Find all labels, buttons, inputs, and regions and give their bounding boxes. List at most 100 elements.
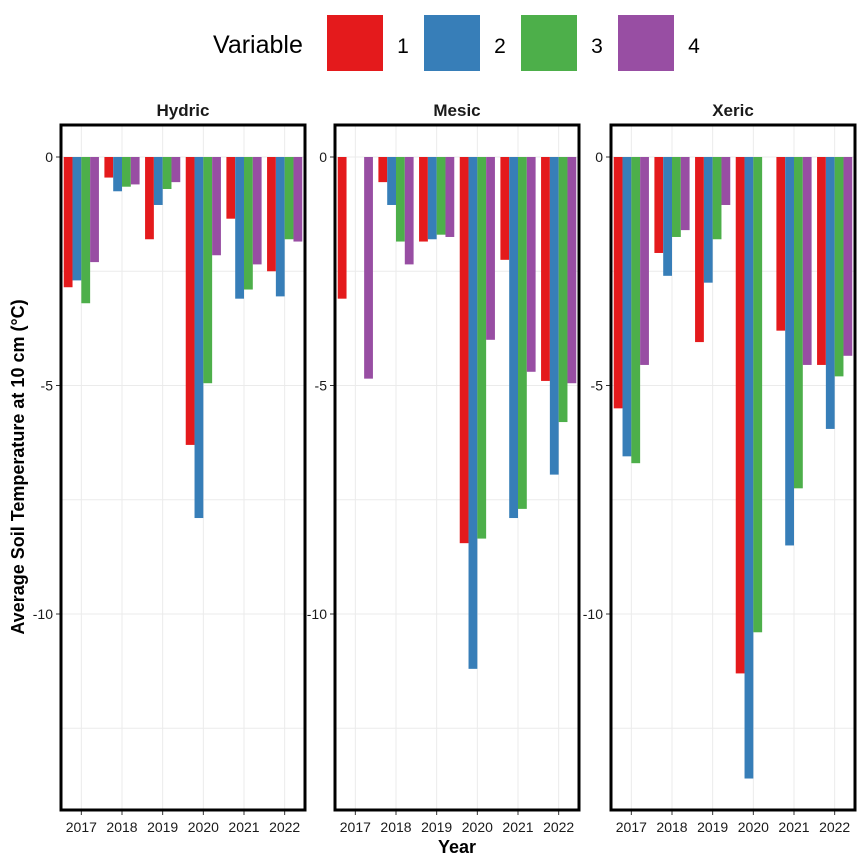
facet-mesic: Mesic 0 -5 -10 2017 2018 2019 2020 2021 2022 <box>307 101 581 835</box>
bar-mesic-2017-var4 <box>364 157 373 379</box>
panel-border <box>59 123 307 812</box>
bar-mesic-2021-var4 <box>526 157 536 372</box>
bar-hydric-2021-var3 <box>244 157 253 290</box>
legend-swatch-3 <box>521 15 577 71</box>
x-tick-label: 2017 <box>616 819 647 835</box>
bar-xeric-2017-var3 <box>631 157 641 464</box>
facet-title: Xeric <box>712 101 754 120</box>
bar-xeric-2021-var2 <box>785 157 794 546</box>
legend-label-3: 3 <box>591 35 603 58</box>
bar-mesic-2018-var2 <box>387 157 396 205</box>
bar-xeric-2021-var3 <box>794 157 803 489</box>
panel-border <box>333 123 581 812</box>
bar-hydric-2018-var1 <box>104 157 114 178</box>
x-axis-title: Year <box>438 837 476 857</box>
bar-mesic-2019-var2 <box>427 157 437 240</box>
bar-hydric-2021-var1 <box>226 157 236 219</box>
x-tick-label: 2021 <box>228 819 259 835</box>
x-tick-label: 2018 <box>656 819 687 835</box>
legend-label-1: 1 <box>397 35 409 58</box>
bar-mesic-2022-var4 <box>567 157 577 384</box>
bar-hydric-2017-var4 <box>90 157 99 263</box>
bar-mesic-2019-var4 <box>445 157 455 237</box>
y-tick-label: -10 <box>33 606 53 622</box>
bar-hydric-2017-var1 <box>63 157 73 288</box>
facet-hydric: Hydric 0 -5 -10 2017 2018 2019 2020 2021 2022 <box>33 101 307 835</box>
bar-xeric-2018-var4 <box>680 157 690 231</box>
x-tick-label: 2020 <box>462 819 493 835</box>
bar-xeric-2022-var1 <box>817 157 826 365</box>
bar-hydric-2020-var4 <box>212 157 221 256</box>
bar-hydric-2019-var2 <box>153 157 163 205</box>
bar-mesic-2020-var1 <box>459 157 469 544</box>
bar-xeric-2020-var3 <box>753 157 763 633</box>
bar-xeric-2017-var1 <box>613 157 623 409</box>
bar-mesic-2020-var3 <box>477 157 487 539</box>
bar-hydric-2021-var4 <box>252 157 262 265</box>
bar-mesic-2021-var3 <box>518 157 527 509</box>
bar-hydric-2020-var1 <box>185 157 195 445</box>
x-tick-label: 2017 <box>340 819 371 835</box>
legend: Variable 1 2 3 4 <box>213 15 700 71</box>
x-tick-label: 2019 <box>147 819 178 835</box>
bar-mesic-2019-var1 <box>419 157 428 242</box>
x-tick-label: 2020 <box>188 819 219 835</box>
bar-mesic-2022-var1 <box>541 157 550 381</box>
bar-xeric-2022-var2 <box>825 157 835 429</box>
legend-title: Variable <box>213 31 303 59</box>
bar-mesic-2018-var4 <box>404 157 414 265</box>
bar-xeric-2018-var1 <box>654 157 664 253</box>
bar-hydric-2019-var4 <box>171 157 181 183</box>
facet-title: Hydric <box>157 101 210 120</box>
bar-mesic-2021-var2 <box>509 157 518 519</box>
bar-hydric-2020-var2 <box>194 157 204 519</box>
bar-mesic-2018-var1 <box>378 157 388 183</box>
bar-xeric-2020-var2 <box>744 157 754 779</box>
bar-hydric-2018-var3 <box>122 157 131 187</box>
bar-hydric-2021-var2 <box>235 157 244 299</box>
y-tick-label: 0 <box>595 149 603 165</box>
x-tick-label: 2019 <box>421 819 452 835</box>
x-tick-label: 2022 <box>269 819 300 835</box>
legend-swatch-4 <box>618 15 674 71</box>
bar-xeric-2019-var2 <box>703 157 713 283</box>
bar-mesic-2022-var2 <box>549 157 559 475</box>
x-tick-label: 2022 <box>819 819 850 835</box>
y-tick-label: -5 <box>41 378 54 394</box>
x-tick-label: 2018 <box>106 819 137 835</box>
x-tick-label: 2022 <box>543 819 574 835</box>
facet-xeric: Xeric 0 -5 -10 2017 2018 2019 2020 2021 2022 <box>583 101 857 835</box>
x-tick-label: 2019 <box>697 819 728 835</box>
bar-hydric-2018-var2 <box>113 157 122 192</box>
bar-mesic-2020-var4 <box>486 157 495 340</box>
x-tick-label: 2017 <box>66 819 97 835</box>
bar-xeric-2019-var3 <box>712 157 722 240</box>
bar-xeric-2017-var2 <box>622 157 632 457</box>
bar-mesic-2019-var3 <box>436 157 446 235</box>
bar-xeric-2021-var1 <box>776 157 786 331</box>
bar-hydric-2022-var1 <box>267 157 276 272</box>
facet-panels: Hydric 0 -5 -10 2017 2018 2019 2020 2021 2022 Mesi… <box>33 101 857 835</box>
y-tick-label: -5 <box>315 378 328 394</box>
bar-xeric-2021-var4 <box>802 157 812 365</box>
bar-hydric-2022-var4 <box>293 157 303 242</box>
bar-hydric-2022-var3 <box>284 157 294 240</box>
facet-title: Mesic <box>433 101 480 120</box>
y-axis-title: Average Soil Temperature at 10 cm (°C) <box>8 299 28 634</box>
bar-xeric-2018-var2 <box>663 157 672 276</box>
x-tick-label: 2021 <box>502 819 533 835</box>
panel-border <box>609 123 857 812</box>
bar-mesic-2021-var1 <box>500 157 510 260</box>
bar-xeric-2017-var4 <box>640 157 649 365</box>
legend-label-2: 2 <box>494 35 506 58</box>
bar-mesic-2020-var2 <box>468 157 478 669</box>
bar-xeric-2019-var1 <box>695 157 704 343</box>
legend-swatch-2 <box>424 15 480 71</box>
y-tick-label: 0 <box>45 149 53 165</box>
x-tick-label: 2020 <box>738 819 769 835</box>
bar-mesic-2018-var3 <box>396 157 405 242</box>
bar-mesic-2022-var3 <box>558 157 568 423</box>
y-tick-label: 0 <box>319 149 327 165</box>
bar-hydric-2020-var3 <box>203 157 213 384</box>
